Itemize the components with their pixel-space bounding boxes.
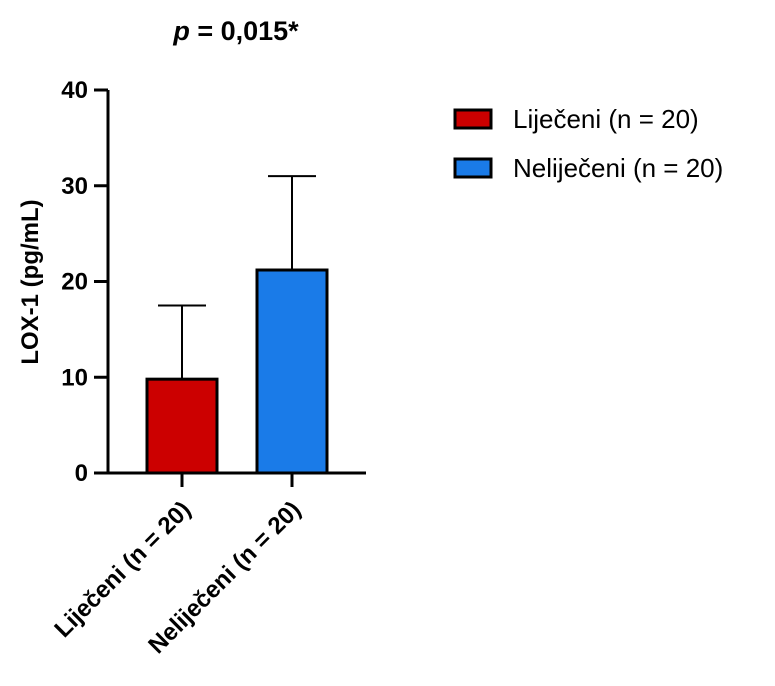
bar-nelijeceni (255, 268, 329, 475)
y-tick-label: 20 (61, 269, 88, 296)
legend-swatch (453, 157, 493, 179)
y-tick-label: 40 (61, 77, 88, 104)
legend: Liječeni (n = 20) Neliječeni (n = 20) (453, 104, 723, 183)
y-ticks-group: 0 10 20 30 40 (61, 77, 108, 487)
y-tick-label: 10 (61, 364, 88, 391)
bars-group (145, 268, 329, 475)
error-bars-group (158, 175, 316, 380)
title-value: = 0,015* (190, 16, 299, 46)
y-axis-label: LOX-1 (pg/mL) (17, 199, 44, 364)
title-p-symbol: p (172, 16, 190, 46)
y-tick-label: 0 (75, 460, 88, 487)
y-tick-label: 30 (61, 173, 88, 200)
x-categories-group: Liječeni (n = 20)Neliječeni (n = 20) (49, 473, 306, 659)
bar-lijeceni (145, 377, 219, 475)
chart-title: p = 0,015* (172, 16, 299, 46)
legend-swatch (453, 108, 493, 130)
legend-label: Liječeni (n = 20) (513, 104, 699, 134)
legend-label: Neliječeni (n = 20) (513, 153, 723, 183)
